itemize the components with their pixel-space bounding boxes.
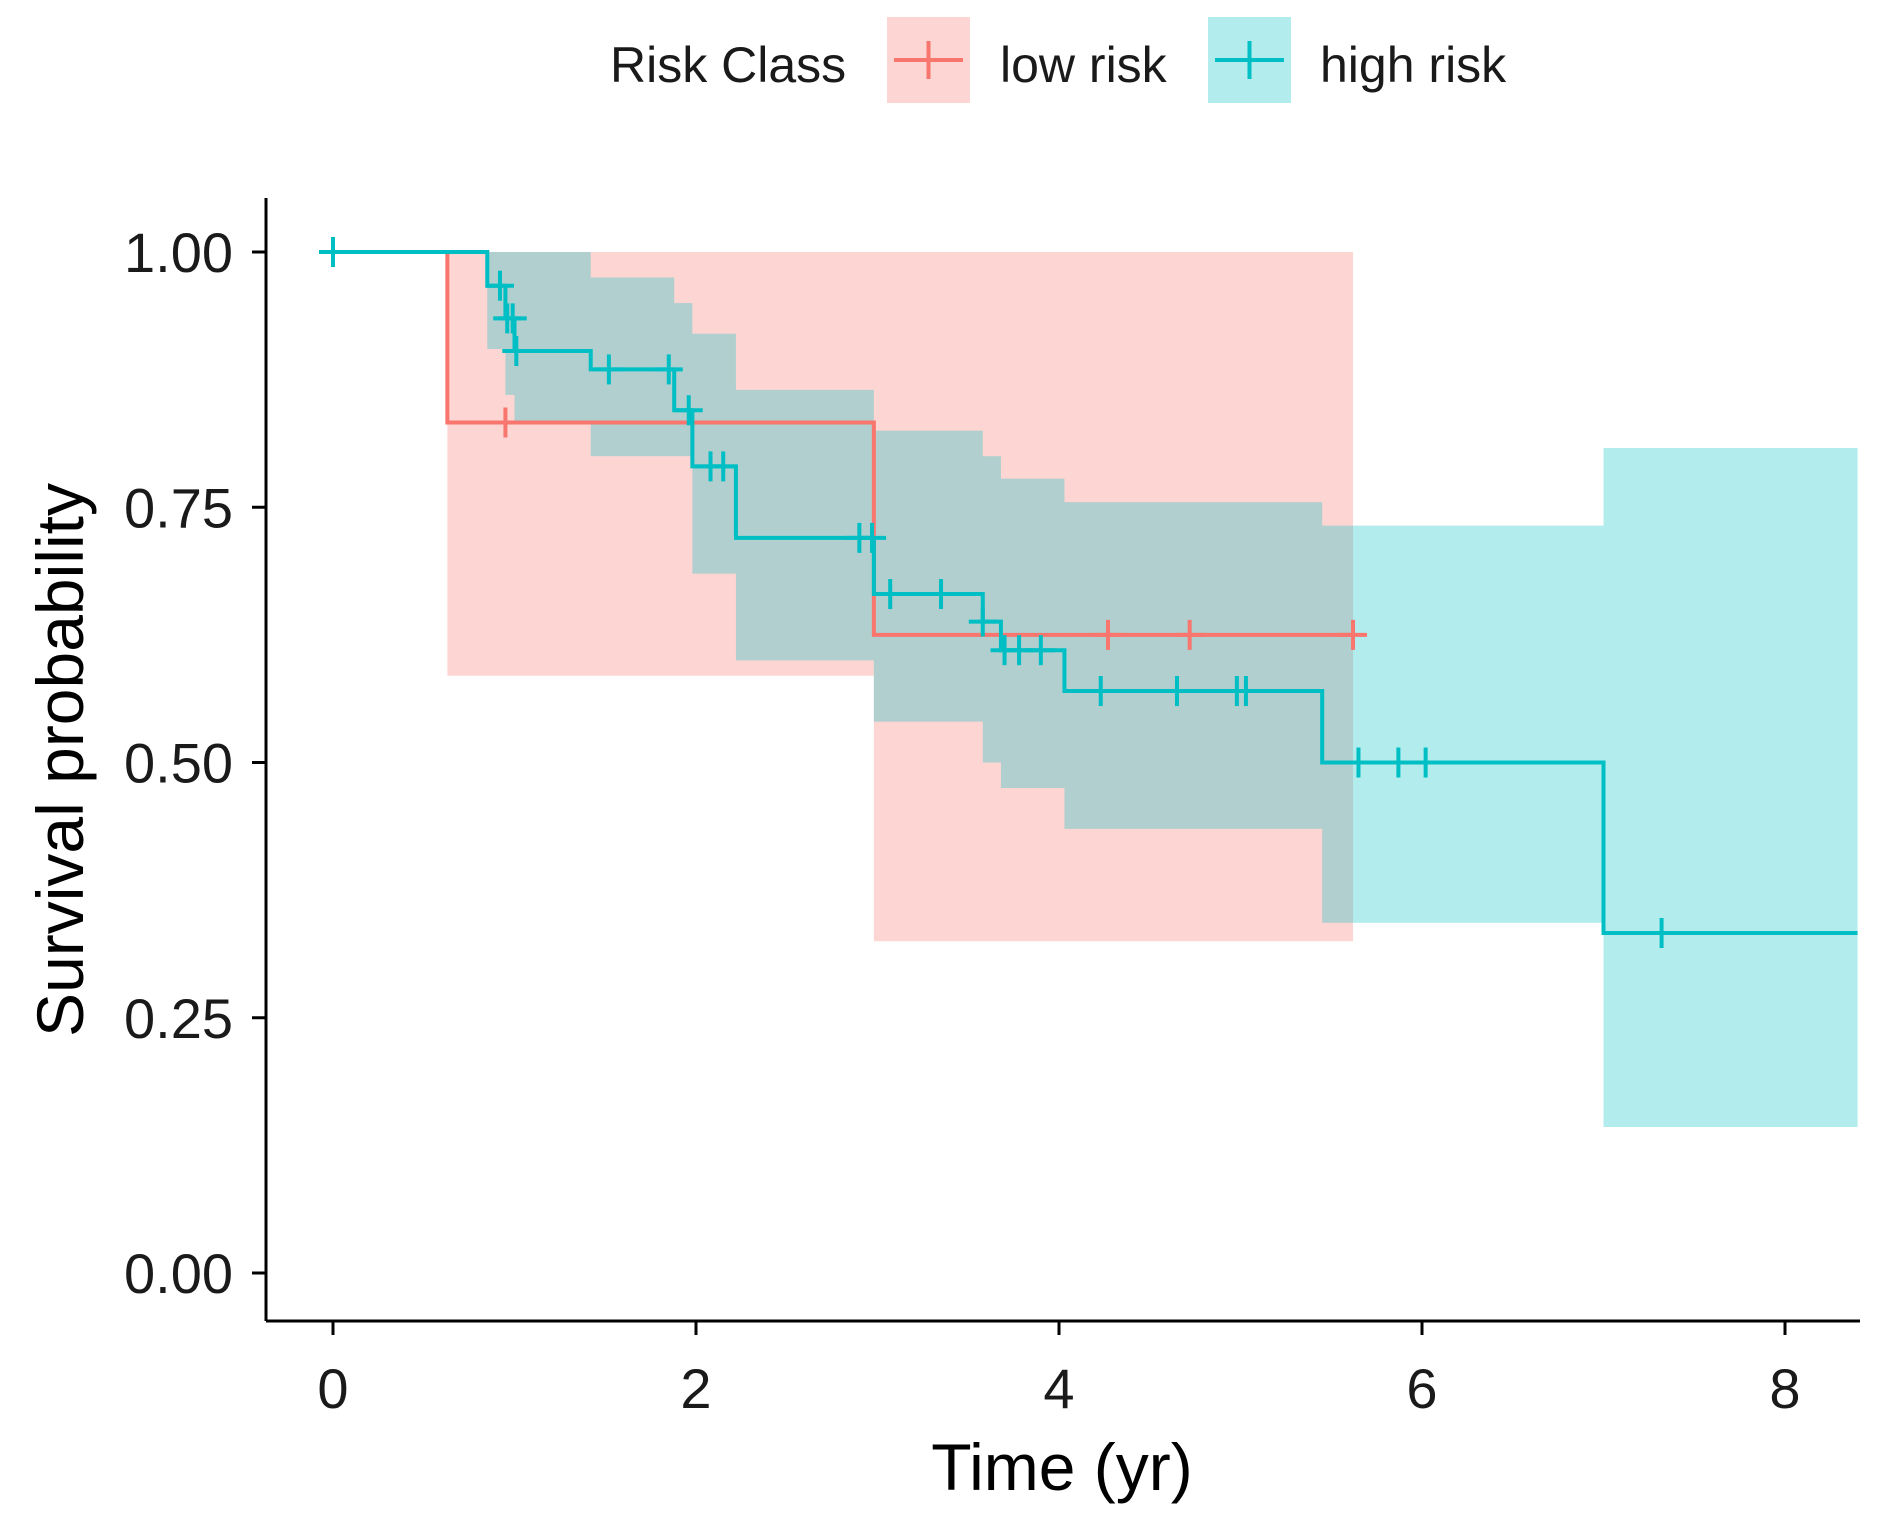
x-tick-label: 2 [680,1357,711,1420]
x-axis-title: Time (yr) [931,1430,1193,1504]
x-tick-label: 8 [1769,1357,1800,1420]
y-tick-label: 0.50 [124,732,233,795]
y-tick-label: 0.25 [124,987,233,1050]
ci-band-high-risk [982,456,1001,763]
x-tick-label: 4 [1043,1357,1074,1420]
ci-band-low-risk [447,252,874,676]
y-tick-label: 1.00 [124,221,233,284]
ci-band-high-risk [590,277,675,457]
y-ticks: 0.00 0.25 0.50 0.75 1.00 [124,221,266,1305]
axes: 0 2 4 6 8 0.00 0.25 0.50 0.75 1.00 [124,198,1860,1420]
ci-band-low-risk [873,252,1354,942]
y-tick-label: 0.75 [124,476,233,539]
ci-band-high-risk [692,333,736,574]
ci-band-high-risk [1322,525,1604,923]
ci-band-high-risk [674,303,693,457]
legend-label-low-risk: low risk [1000,37,1168,93]
ci-band-high-risk [505,252,515,395]
y-tick-label: 0.00 [124,1242,233,1305]
ci-band-high-risk [1064,502,1323,829]
ci-band-high-risk [873,430,983,722]
confidence-bands [447,252,1858,1127]
ci-band-high-risk [735,389,874,661]
y-axis-title: Survival probability [23,483,97,1037]
x-tick-label: 0 [317,1357,348,1420]
ci-band-high-risk [1603,448,1858,1127]
legend-item-low-risk: low risk [887,17,1168,103]
ci-band-high-risk [514,252,591,423]
legend-label-high-risk: high risk [1320,37,1507,93]
legend-title: Risk Class [610,37,846,93]
legend: Risk Class low risk high risk [610,17,1507,103]
legend-item-high-risk: high risk [1208,17,1507,103]
x-ticks: 0 2 4 6 8 [317,1321,1801,1420]
censor-marks [319,237,1676,949]
ci-band-high-risk [487,252,506,349]
x-tick-label: 6 [1406,1357,1437,1420]
